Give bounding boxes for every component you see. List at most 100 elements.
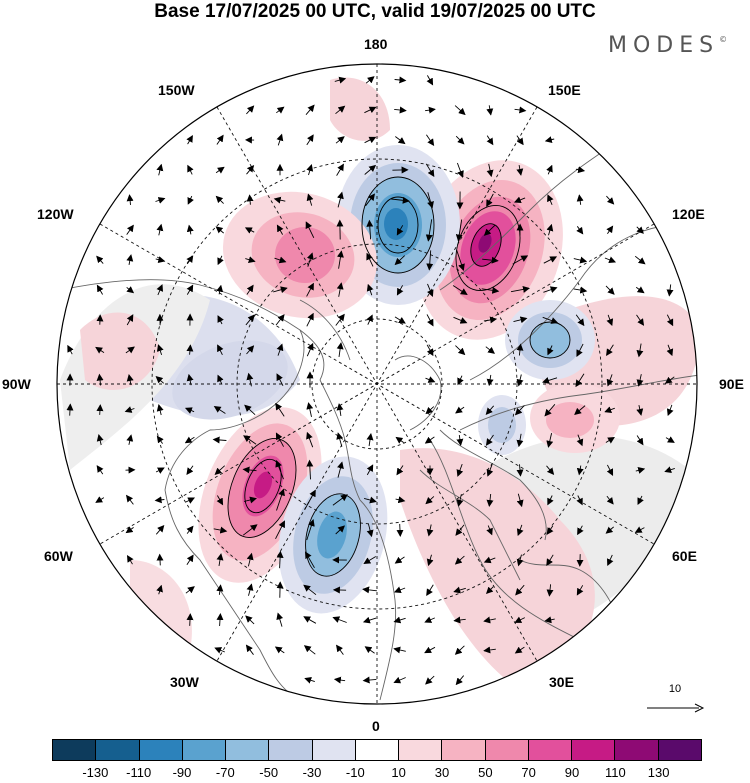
wind-vector	[336, 644, 344, 655]
wind-vector	[425, 496, 435, 505]
colorbar-tick-label: 30	[434, 765, 450, 780]
wind-vector	[485, 586, 494, 595]
colorbar-tick-label: -30	[302, 765, 322, 780]
wind-vector	[605, 285, 615, 295]
colorbar-swatch	[182, 740, 227, 760]
wind-vector	[544, 404, 556, 417]
wind-vector	[187, 195, 194, 205]
colorbar-tick-label: -70	[215, 765, 235, 780]
wind-vector	[452, 285, 468, 296]
wind-vector	[364, 106, 377, 114]
lon-label-90W: 90W	[2, 376, 31, 392]
wind-vector	[245, 256, 256, 264]
wind-vector	[634, 526, 645, 533]
wind-vector	[427, 192, 434, 209]
wind-vector	[546, 164, 553, 175]
wind-vector	[155, 467, 165, 474]
wind-vector	[156, 553, 164, 566]
reference-vector: 10	[645, 683, 705, 713]
wind-vector	[453, 586, 466, 594]
lon-label-120W: 120W	[37, 206, 74, 222]
wind-vector	[606, 314, 614, 327]
wind-vector	[454, 105, 466, 116]
lon-label-120E: 120E	[672, 206, 705, 222]
background-positive-patch-4	[80, 312, 160, 390]
lon-label-0: 0	[372, 718, 380, 734]
colorbar-tick-label: 110	[604, 765, 626, 780]
wind-vector	[217, 344, 224, 356]
wind-vector	[546, 525, 554, 535]
wind-vector	[243, 496, 257, 504]
wind-vector	[363, 496, 377, 504]
wind-vector	[306, 431, 314, 448]
wind-vector	[516, 165, 524, 176]
colorbar-swatch	[442, 740, 486, 760]
wind-vector	[424, 616, 435, 623]
wind-vector	[636, 435, 644, 446]
wind-vector	[666, 404, 674, 417]
wind-vector	[575, 373, 585, 388]
colorbar-tick-label: -50	[259, 765, 279, 780]
colorbar-tick-label: 70	[521, 765, 536, 780]
wind-vector	[126, 374, 134, 386]
wind-vector	[155, 524, 165, 535]
wind-vector	[455, 524, 465, 536]
wind-vector	[577, 525, 584, 536]
wind-vector	[485, 434, 494, 446]
wind-vector	[155, 256, 166, 264]
wind-vector	[336, 432, 344, 447]
wind-vector	[364, 646, 375, 654]
lon-label-90E: 90E	[719, 376, 744, 392]
wind-vector	[274, 646, 285, 654]
wind-vector	[426, 584, 434, 597]
wind-vector	[365, 193, 376, 207]
wind-vector	[336, 342, 344, 357]
wind-vector	[96, 404, 104, 415]
wind-vector	[275, 520, 285, 540]
wind-vector	[486, 374, 494, 387]
wind-vector	[336, 282, 344, 297]
wind-vector	[275, 314, 285, 326]
wind-vector	[635, 286, 645, 294]
colorbar-tick-label: -110	[126, 765, 152, 780]
wind-vector	[666, 344, 674, 357]
wind-vector	[510, 285, 530, 293]
wind-vector	[332, 616, 347, 623]
wind-vector	[125, 494, 134, 505]
wind-vector	[366, 464, 374, 476]
wind-vector	[244, 227, 255, 234]
wind-vector	[306, 342, 314, 357]
wind-vector	[273, 286, 288, 294]
wind-vector	[275, 402, 285, 417]
colorbar-tick-label: -90	[172, 765, 192, 780]
wind-vector	[393, 586, 406, 594]
map-outline	[56, 63, 698, 705]
wind-vector	[544, 616, 555, 624]
wind-vector	[394, 556, 405, 564]
wind-vector	[636, 343, 644, 358]
wind-vector	[155, 197, 166, 204]
anomaly-field	[57, 64, 697, 704]
lon-label-60W: 60W	[44, 548, 73, 564]
wind-vector	[455, 675, 465, 686]
wind-vector	[516, 554, 524, 567]
wind-vector	[126, 314, 134, 326]
wind-vector	[544, 136, 555, 144]
wind-vector	[453, 316, 468, 324]
reference-arrow-icon	[647, 703, 705, 713]
wind-vector	[304, 489, 316, 510]
wind-vector	[546, 584, 554, 597]
wind-vector	[276, 133, 284, 146]
wind-vector	[245, 314, 255, 326]
wind-vector	[576, 465, 584, 476]
wind-vector	[483, 556, 496, 564]
wind-vector	[426, 314, 434, 327]
wind-vector	[275, 459, 284, 480]
wind-vector	[454, 555, 465, 565]
wind-vector	[216, 284, 224, 295]
wind-vector	[246, 284, 254, 295]
wind-vector	[456, 162, 464, 178]
wind-vector	[634, 255, 646, 265]
wind-vector	[486, 135, 494, 146]
wind-vector	[513, 196, 526, 204]
